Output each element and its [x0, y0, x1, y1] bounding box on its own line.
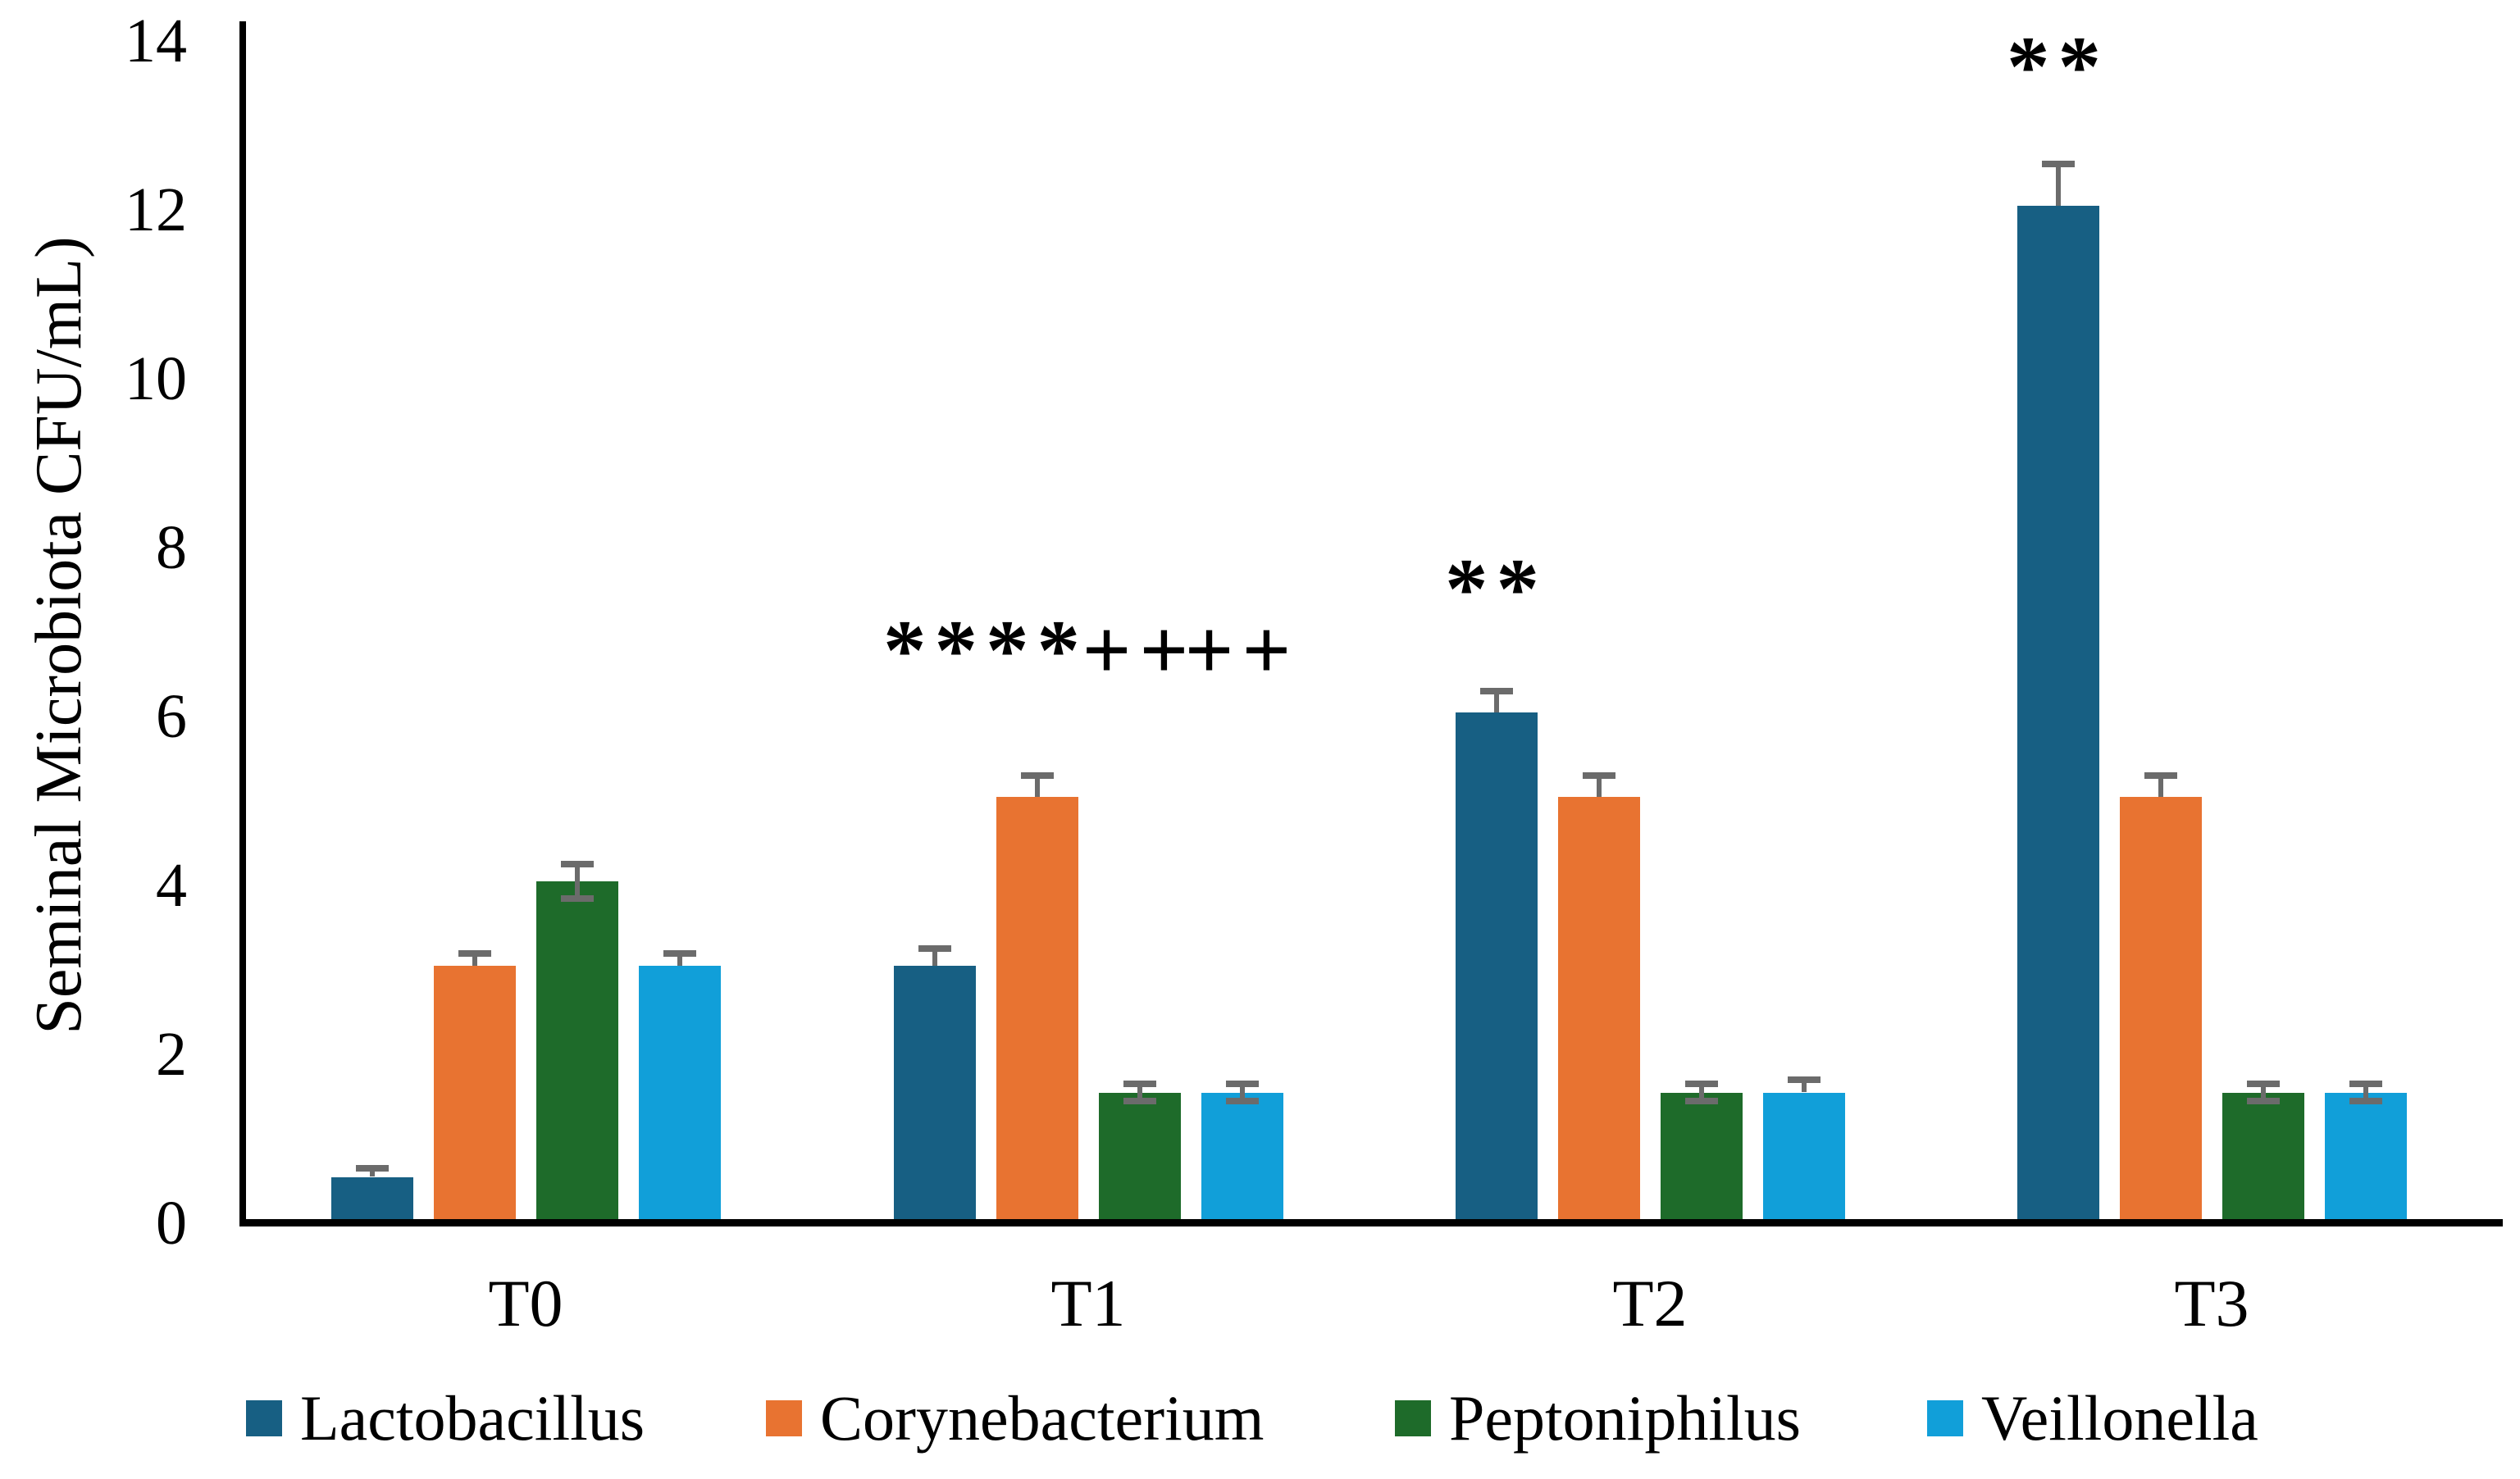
y-tick-label-8: 8: [156, 513, 187, 582]
error-stem: [932, 949, 937, 966]
error-stem: [1493, 691, 1499, 712]
bar-Veillonella-T0: [638, 966, 721, 1219]
x-category-label-T2: T2: [1612, 1266, 1688, 1340]
annotation-asterisks-T2-Lactobacillus: **: [1445, 540, 1547, 636]
y-axis-line: [239, 21, 246, 1226]
legend-item-Lactobacillus: Lactobacillus: [246, 1382, 645, 1454]
error-stem: [574, 864, 580, 899]
error-stem: [1801, 1080, 1807, 1093]
y-tick-label-12: 12: [125, 175, 187, 244]
error-stem: [369, 1168, 375, 1177]
y-axis-title: Seminal Microbiota CFU/mL): [23, 236, 95, 1035]
legend-label-Lactobacillus: Lactobacillus: [300, 1382, 645, 1454]
legend-label-Veillonella: Veillonella: [1981, 1382, 2258, 1454]
bar-Corynebacterium-T0: [433, 966, 516, 1219]
error-stem: [1698, 1084, 1704, 1101]
y-tick-label-10: 10: [125, 344, 187, 413]
x-category-label-T1: T1: [1050, 1266, 1126, 1340]
y-tick-label-0: 0: [156, 1189, 187, 1258]
legend-swatch-Veillonella: [1927, 1400, 1963, 1436]
error-stem: [2158, 776, 2163, 797]
error-cap-bottom: [2246, 1097, 2280, 1104]
error-stem: [677, 953, 682, 966]
error-cap-bottom: [1225, 1097, 1259, 1104]
bar-Peptoniphilus-T3: [2222, 1092, 2304, 1219]
error-stem: [1596, 776, 1602, 797]
bar-Peptoniphilus-T2: [1660, 1092, 1743, 1219]
legend-label-Peptoniphilus: Peptoniphilus: [1449, 1382, 1802, 1454]
bar-Veillonella-T3: [2324, 1092, 2407, 1219]
error-stem: [1034, 776, 1040, 797]
bar-Veillonella-T1: [1201, 1092, 1283, 1219]
x-category-label-T3: T3: [2174, 1266, 2249, 1340]
error-stem: [472, 953, 477, 966]
legend-item-Peptoniphilus: Peptoniphilus: [1395, 1382, 1802, 1454]
error-cap-bottom: [2349, 1097, 2382, 1104]
error-cap-bottom: [560, 894, 594, 902]
y-tick-label-4: 4: [156, 851, 187, 920]
bar-Lactobacillus-T3: [2016, 206, 2099, 1219]
error-stem: [2260, 1084, 2266, 1101]
legend-item-Corynebacterium: Corynebacterium: [766, 1382, 1265, 1454]
legend-swatch-Lactobacillus: [246, 1400, 282, 1436]
y-tick-label-2: 2: [156, 1020, 187, 1089]
annotation-asterisks-T1-Lactobacillus: **: [883, 602, 986, 698]
annotation-asterisks-T1-Corynebacterium: **: [986, 602, 1088, 698]
bar-Corynebacterium-T1: [996, 797, 1078, 1219]
error-cap-bottom: [1123, 1097, 1156, 1104]
bar-Peptoniphilus-T1: [1098, 1092, 1181, 1219]
bar-Lactobacillus-T2: [1455, 712, 1538, 1219]
bar-Corynebacterium-T3: [2119, 797, 2202, 1219]
error-stem: [1137, 1084, 1142, 1101]
bar-Peptoniphilus-T0: [535, 881, 618, 1219]
annotation-plus-T1-Veillonella: ++: [1184, 602, 1300, 698]
bar-Veillonella-T2: [1762, 1092, 1845, 1219]
y-tick-label-6: 6: [156, 682, 187, 751]
error-stem: [1239, 1084, 1245, 1101]
y-tick-label-14: 14: [125, 7, 187, 75]
annotation-plus-T1-Peptoniphilus: ++: [1082, 602, 1197, 698]
legend-label-Corynebacterium: Corynebacterium: [820, 1382, 1265, 1454]
error-cap-bottom: [1684, 1097, 1718, 1104]
bar-Corynebacterium-T2: [1557, 797, 1640, 1219]
bar-Lactobacillus-T1: [893, 966, 976, 1219]
error-stem: [2363, 1084, 2368, 1101]
legend-swatch-Peptoniphilus: [1395, 1400, 1431, 1436]
legend-item-Veillonella: Veillonella: [1927, 1382, 2258, 1454]
x-axis-line: [239, 1219, 2503, 1226]
annotation-asterisks-T3-Lactobacillus: **: [2007, 18, 2109, 114]
x-category-label-T0: T0: [488, 1266, 563, 1340]
bar-Lactobacillus-T0: [330, 1176, 413, 1219]
legend-swatch-Corynebacterium: [766, 1400, 802, 1436]
error-stem: [2055, 163, 2061, 206]
